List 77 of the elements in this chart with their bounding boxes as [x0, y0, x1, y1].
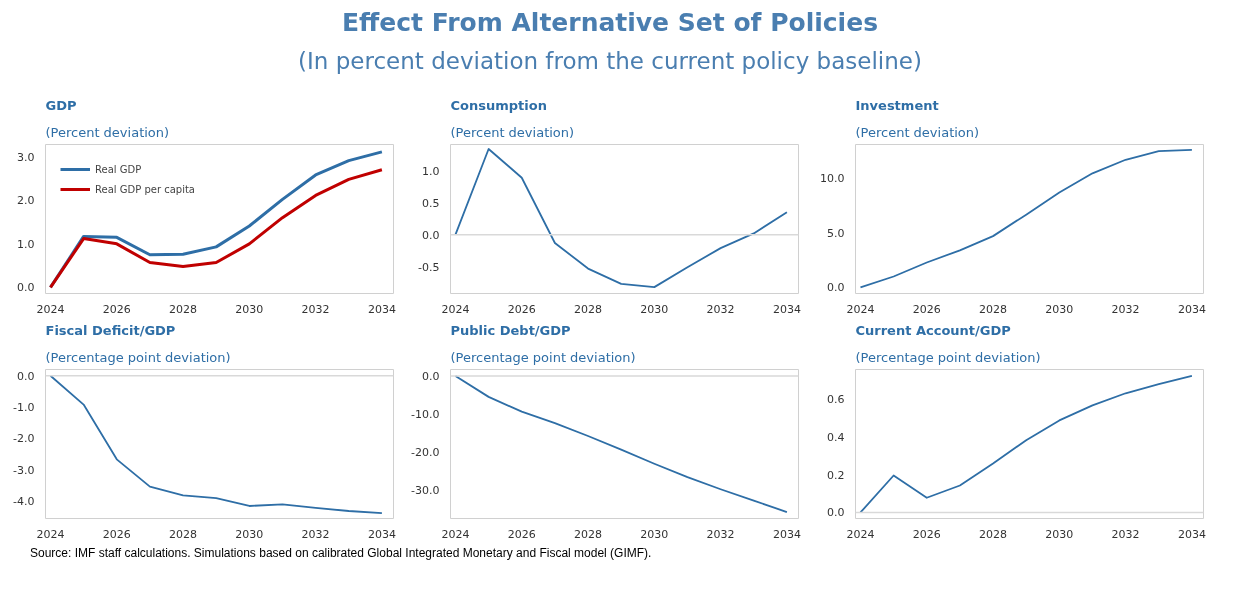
x-tick-label: 2024 [441, 527, 470, 541]
y-tick-label: -0.5 [418, 260, 440, 274]
x-tick-label: 2032 [1111, 527, 1140, 541]
y-tick-label: 0.0 [17, 369, 35, 383]
x-tick-label: 2026 [102, 527, 131, 541]
x-tick-label: 2030 [235, 302, 264, 316]
x-tick-label: 2028 [574, 527, 603, 541]
x-tick-label: 2026 [102, 302, 131, 316]
x-tick-label: 2028 [169, 302, 198, 316]
x-tick-label: 2030 [640, 302, 669, 316]
chart-subtitle: (Percentage point deviation) [855, 349, 1041, 365]
x-tick-label: 2030 [640, 527, 669, 541]
y-tick-label: 10.0 [820, 172, 845, 186]
chart-title: Public Debt/GDP [450, 322, 571, 338]
y-tick-label: 0.0 [827, 506, 845, 520]
y-tick-label: 0.5 [422, 196, 440, 210]
chart-subtitle: (Percent deviation) [855, 124, 980, 140]
x-tick-label: 2024 [441, 302, 470, 316]
x-tick-label: 2030 [235, 527, 264, 541]
y-tick-label: 0.6 [827, 393, 845, 407]
y-tick-label: -10.0 [411, 407, 440, 421]
x-tick-label: 2026 [507, 302, 536, 316]
x-tick-label: 2032 [706, 302, 735, 316]
y-tick-label: 0.4 [827, 431, 845, 445]
x-tick-label: 2032 [706, 527, 735, 541]
chart-title: Consumption [450, 97, 547, 113]
y-tick-label: -1.0 [13, 401, 35, 415]
x-tick-label: 2032 [301, 302, 330, 316]
y-tick-label: 0.0 [422, 228, 440, 242]
legend-label: Real GDP per capita [95, 183, 195, 195]
y-tick-label: 5.0 [827, 226, 845, 240]
text: Effect From Alternative Set of Policies [341, 7, 879, 39]
x-tick-label: 2032 [1111, 302, 1140, 316]
x-tick-label: 2028 [574, 302, 603, 316]
y-tick-label: -4.0 [13, 494, 35, 508]
y-tick-label: 0.0 [422, 369, 440, 383]
x-tick-label: 2026 [912, 527, 941, 541]
legend-label: Real GDP [95, 163, 142, 175]
x-tick-label: 2026 [912, 302, 941, 316]
y-tick-label: 1.0 [422, 164, 440, 178]
y-tick-label: 1.0 [17, 237, 35, 251]
y-tick-label: -2.0 [13, 432, 35, 446]
y-tick-label: -20.0 [411, 445, 440, 459]
x-tick-label: 2034 [1177, 527, 1206, 541]
y-tick-label: 2.0 [17, 194, 35, 208]
x-tick-label: 2026 [507, 527, 536, 541]
source-note: Source: IMF staff calculations. Simulations based on calibrated Global Integrated Monetary and Fiscal model (GIMF). [30, 545, 652, 562]
chart-title: GDP [45, 97, 77, 113]
x-tick-label: 2034 [367, 527, 396, 541]
x-tick-label: 2034 [772, 527, 801, 541]
chart-subtitle: (Percent deviation) [45, 124, 170, 140]
x-tick-label: 2034 [367, 302, 396, 316]
y-tick-label: 3.0 [17, 150, 35, 164]
y-tick-label: -3.0 [13, 463, 35, 477]
x-tick-label: 2034 [772, 302, 801, 316]
x-tick-label: 2024 [36, 527, 65, 541]
x-tick-label: 2034 [1177, 302, 1206, 316]
x-tick-label: 2028 [169, 527, 198, 541]
y-tick-label: 0.0 [17, 281, 35, 295]
y-tick-label: -30.0 [411, 483, 440, 497]
chart-subtitle: (Percentage point deviation) [45, 349, 231, 365]
y-tick-label: 0.2 [827, 468, 845, 482]
x-tick-label: 2024 [846, 527, 875, 541]
y-tick-label: 0.0 [827, 281, 845, 295]
x-tick-label: 2028 [979, 302, 1008, 316]
text: (In percent deviation from the current policy baseline) [297, 46, 923, 76]
x-tick-label: 2024 [846, 302, 875, 316]
chart-title: Fiscal Deficit/GDP [45, 322, 176, 338]
x-tick-label: 2030 [1045, 302, 1074, 316]
chart-title: Current Account/GDP [855, 322, 1011, 338]
x-tick-label: 2028 [979, 527, 1008, 541]
x-tick-label: 2032 [301, 527, 330, 541]
chart-subtitle: (Percent deviation) [450, 124, 575, 140]
x-tick-label: 2030 [1045, 527, 1074, 541]
x-tick-label: 2024 [36, 302, 65, 316]
chart-title: Investment [855, 97, 939, 113]
chart-subtitle: (Percentage point deviation) [450, 349, 636, 365]
